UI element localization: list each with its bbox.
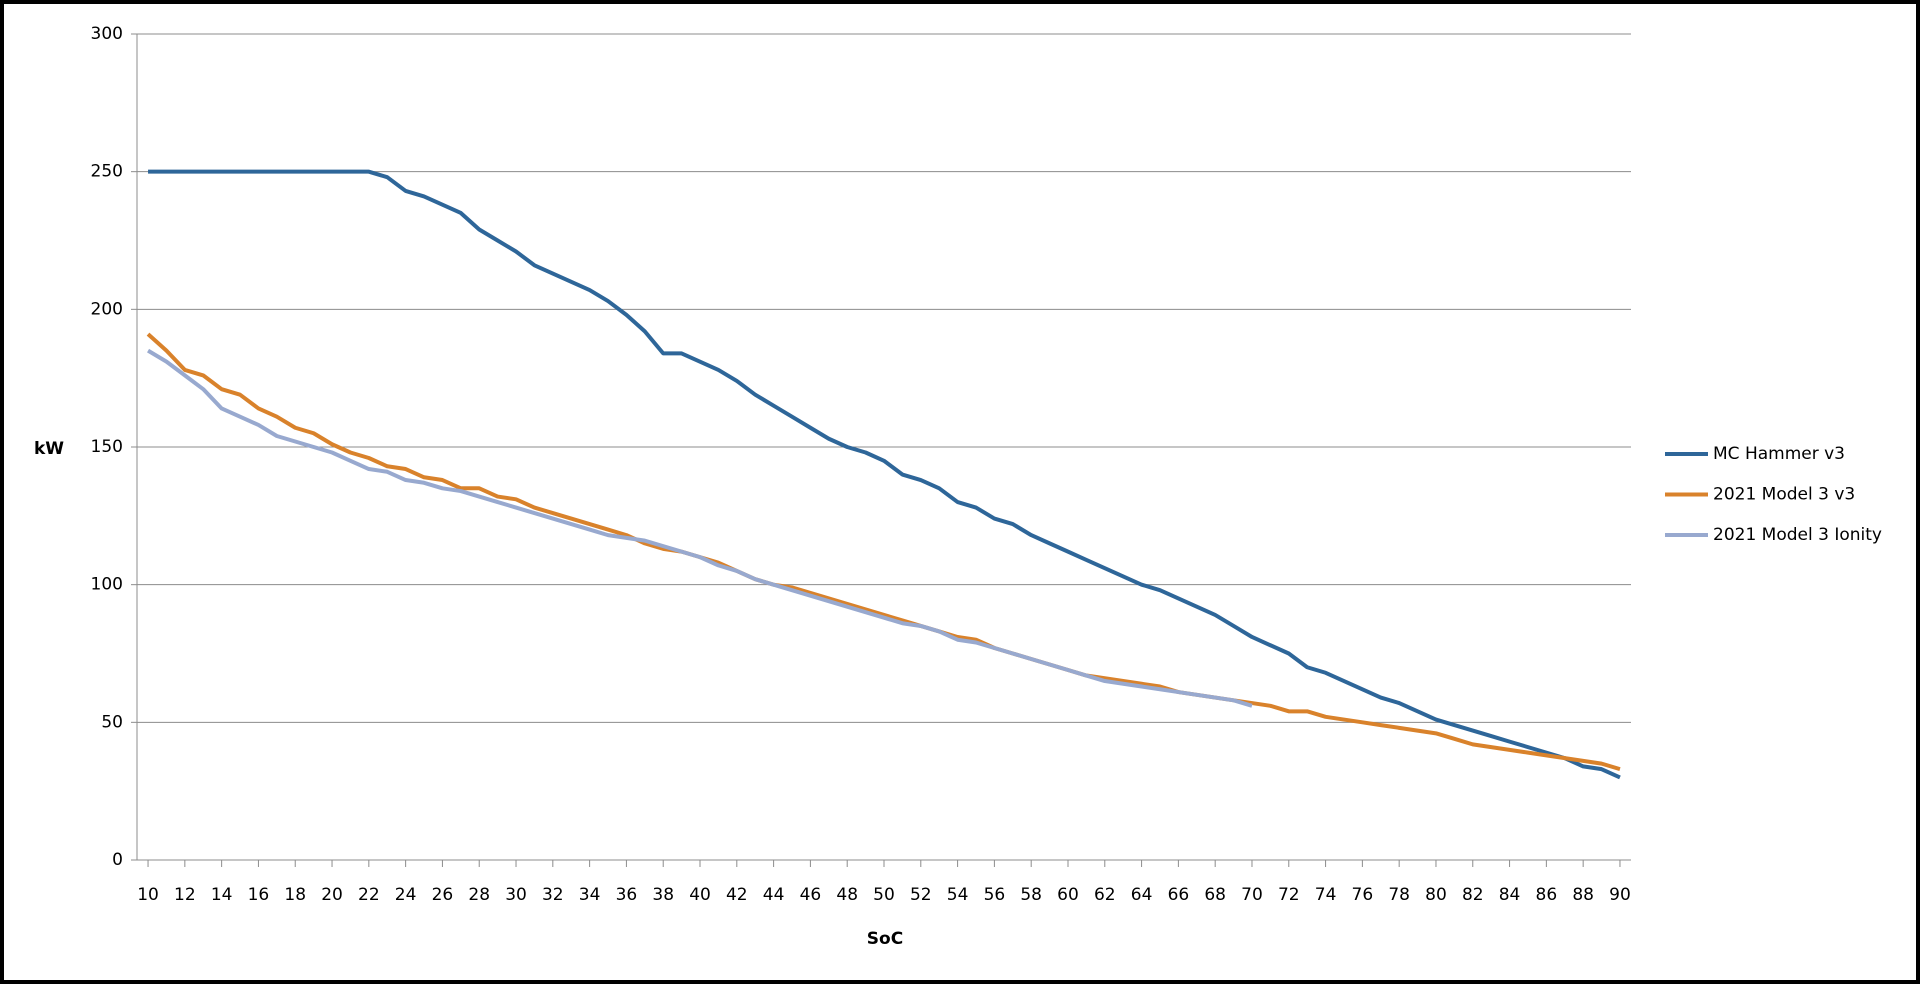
legend-label: 2021 Model 3 v3 [1713, 485, 1855, 505]
series-line [147, 348, 1253, 708]
x-tick-label: 40 [689, 885, 711, 905]
x-axis-title: SoC [867, 929, 903, 949]
x-tick-label: 30 [505, 885, 527, 905]
legend-label: 2021 Model 3 Ionity [1713, 525, 1882, 545]
x-tick-label: 76 [1352, 885, 1374, 905]
chart-background [4, 4, 1916, 980]
x-tick-label: 66 [1168, 885, 1190, 905]
x-tick-label: 86 [1536, 885, 1558, 905]
y-tick-label: 200 [91, 299, 123, 319]
y-tick-label: 0 [112, 850, 123, 870]
x-tick-label: 72 [1278, 885, 1300, 905]
x-tick-label: 58 [1020, 885, 1042, 905]
x-tick-label: 14 [211, 885, 233, 905]
series-line [148, 169, 1621, 780]
y-tick-label: 300 [91, 24, 123, 44]
x-tick-label: 20 [321, 885, 343, 905]
x-tick-label: 28 [468, 885, 490, 905]
x-tick-label: 34 [579, 885, 601, 905]
y-tick-label: 150 [91, 437, 123, 457]
y-tick-label: 250 [91, 162, 123, 182]
x-tick-label: 36 [616, 885, 638, 905]
y-tick-label: 50 [101, 712, 123, 732]
x-tick-label: 54 [947, 885, 969, 905]
x-tick-label: 44 [763, 885, 785, 905]
x-tick-label: 68 [1204, 885, 1226, 905]
x-tick-label: 84 [1499, 885, 1521, 905]
x-tick-label: 22 [358, 885, 380, 905]
x-tick-label: 38 [652, 885, 674, 905]
x-tick-label: 82 [1462, 885, 1484, 905]
x-tick-label: 16 [248, 885, 270, 905]
x-tick-label: 74 [1315, 885, 1337, 905]
x-tick-label: 62 [1094, 885, 1116, 905]
x-tick-label: 46 [800, 885, 822, 905]
series-line [146, 332, 1621, 772]
legend-label: MC Hammer v3 [1713, 444, 1845, 464]
x-tick-label: 32 [542, 885, 564, 905]
x-tick-label: 10 [137, 885, 159, 905]
x-tick-label: 88 [1572, 885, 1594, 905]
x-tick-label: 60 [1057, 885, 1079, 905]
x-tick-label: 26 [432, 885, 454, 905]
x-tick-label: 42 [726, 885, 748, 905]
y-axis-title: kW [34, 439, 64, 459]
x-tick-label: 56 [984, 885, 1006, 905]
x-tick-label: 52 [910, 885, 932, 905]
x-tick-label: 70 [1241, 885, 1263, 905]
x-tick-label: 48 [836, 885, 858, 905]
x-tick-label: 50 [873, 885, 895, 905]
y-tick-label: 100 [91, 575, 123, 595]
x-tick-label: 90 [1609, 885, 1631, 905]
x-tick-label: 78 [1388, 885, 1410, 905]
x-tick-label: 24 [395, 885, 417, 905]
x-tick-label: 80 [1425, 885, 1447, 905]
x-tick-label: 64 [1131, 885, 1153, 905]
x-tick-label: 12 [174, 885, 196, 905]
x-tick-label: 18 [284, 885, 306, 905]
